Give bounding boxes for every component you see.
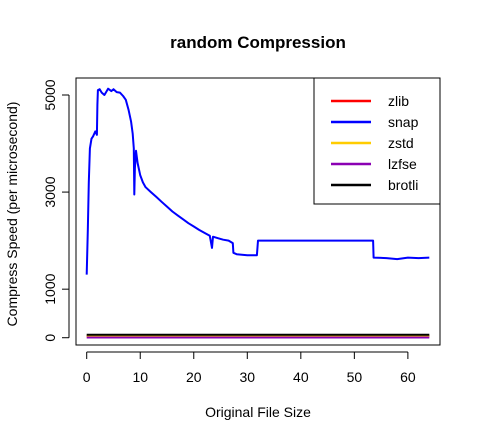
y-axis-label: Compress Speed (per microsecond) — [4, 102, 20, 327]
x-tick-label: 40 — [293, 369, 309, 385]
x-tick-label: 0 — [83, 369, 91, 385]
legend-label-brotli: brotli — [388, 177, 418, 193]
legend-label-zstd: zstd — [388, 135, 414, 151]
y-tick-label: 5000 — [42, 79, 58, 110]
series-line-snap — [85, 87, 430, 275]
legend: zlib snap zstd lzfse brotli — [313, 77, 441, 205]
y-tick-label: 0 — [42, 334, 58, 342]
x-tick-label: 30 — [240, 369, 256, 385]
legend-label-zlib: zlib — [388, 93, 409, 109]
legend-box — [313, 77, 441, 205]
chart-title: random Compression — [170, 33, 346, 52]
x-tick-label: 10 — [132, 369, 148, 385]
legend-label-lzfse: lzfse — [388, 156, 417, 172]
legend-label-snap: snap — [388, 114, 419, 130]
y-tick-label: 1000 — [42, 273, 58, 304]
plot-frame — [75, 77, 441, 346]
x-tick-label: 60 — [400, 369, 416, 385]
x-axis: 0 10 20 30 40 50 60 — [83, 351, 416, 385]
x-tick-label: 20 — [186, 369, 202, 385]
y-tick-label: 3000 — [42, 176, 58, 207]
series-layer — [85, 87, 430, 339]
x-axis-label: Original File Size — [205, 404, 311, 420]
y-axis: 0 1000 3000 5000 — [42, 79, 70, 342]
x-tick-label: 50 — [347, 369, 363, 385]
